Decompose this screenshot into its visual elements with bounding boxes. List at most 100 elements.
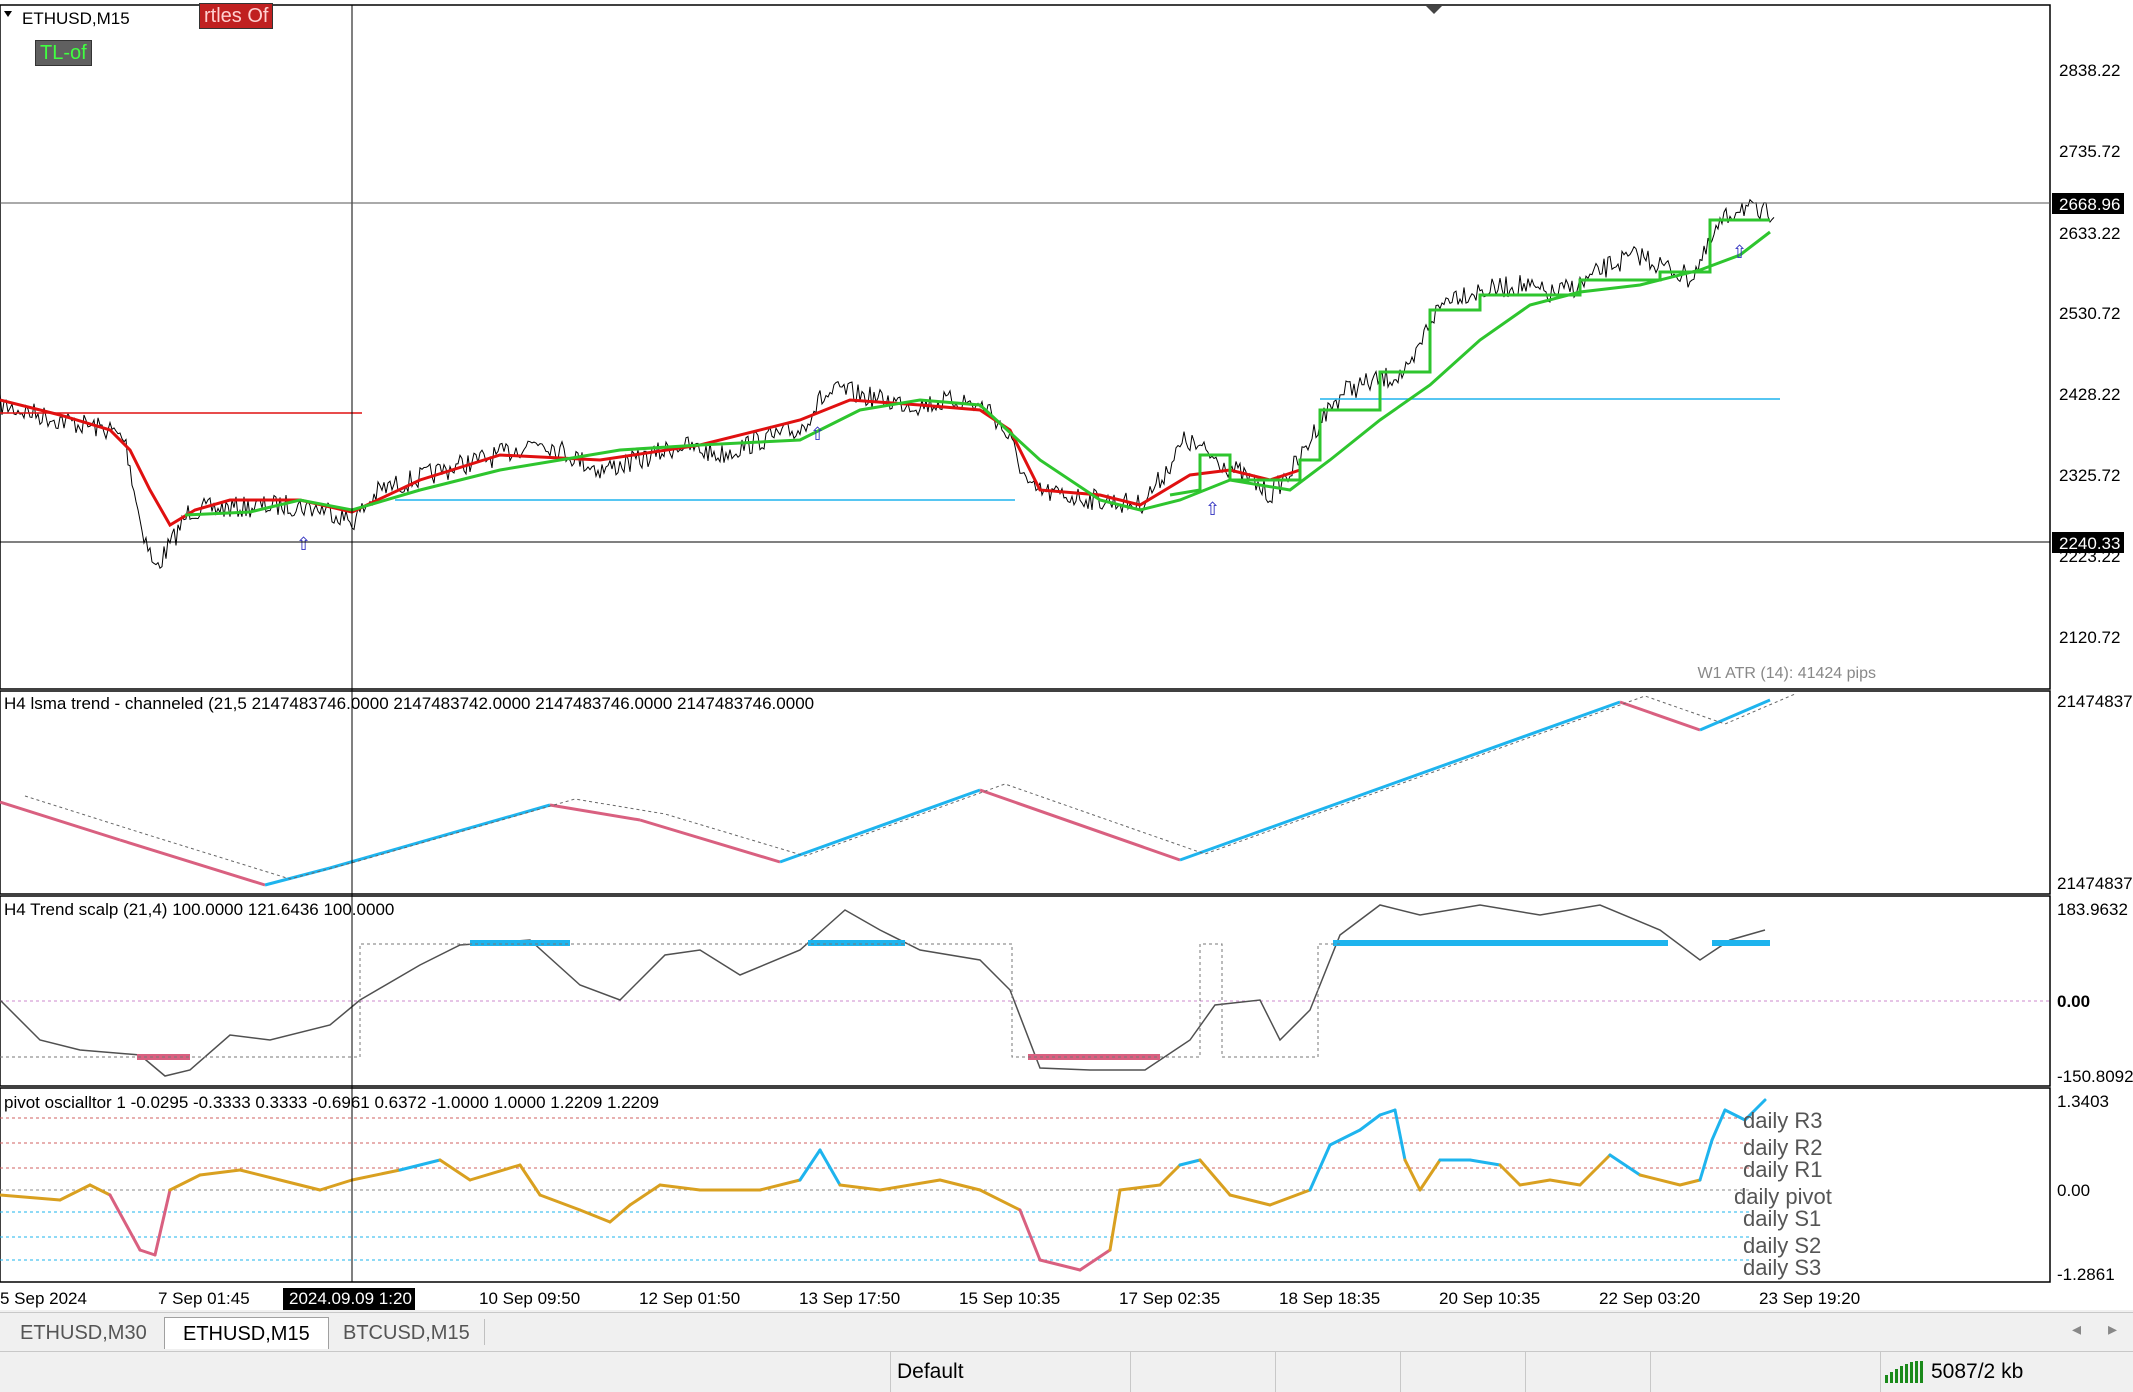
lsma-segment xyxy=(979,788,1181,862)
lsma-segment xyxy=(779,788,981,864)
pivot-osc-segment xyxy=(1358,1113,1382,1132)
pivot-osc-segment xyxy=(628,1183,662,1207)
pivot-osc-segment xyxy=(838,1183,882,1192)
pivot-osc-segment xyxy=(1710,1108,1727,1142)
lsma-segment xyxy=(264,866,331,887)
up-arrow-icon: ⇧ xyxy=(1205,499,1220,519)
pivot-osc-segment xyxy=(658,1183,702,1192)
pivot-osc-segment xyxy=(1328,1128,1362,1147)
main-price-panel[interactable] xyxy=(0,4,2051,690)
status-profile[interactable]: Default xyxy=(890,1352,1130,1392)
up-arrow-icon: ⇧ xyxy=(1732,242,1747,262)
pivot-osc-segment xyxy=(1608,1153,1642,1177)
traffic-label: 5087/2 kb xyxy=(1931,1360,2024,1383)
shift-marker-icon[interactable] xyxy=(1426,6,1442,14)
lsma-segment xyxy=(329,803,551,870)
lsma-segment xyxy=(549,803,641,822)
symbol-menu-chevron-icon[interactable] xyxy=(4,11,12,17)
tab-btcusd-m15[interactable]: BTCUSD,M15 xyxy=(343,1322,470,1344)
lsma-scale-top: 21474837 xyxy=(2057,692,2133,711)
pivot-osc-segment xyxy=(1078,1248,1112,1272)
time-label: 18 Sep 18:35 xyxy=(1279,1289,1380,1308)
lsma-segment xyxy=(0,800,121,842)
chart-window[interactable]: ⇧ ⇧ ⇧ ⇧ ETHUSD,M15 W1 ATR (14): 41424 pips … xyxy=(0,0,2133,1310)
tl-toggle-button[interactable]: TL-of xyxy=(35,40,92,66)
status-cell xyxy=(1525,1352,1650,1392)
lsma-segment xyxy=(1699,698,1771,732)
pivot-osc-segment xyxy=(938,1178,982,1192)
pivot-osc-segment xyxy=(1038,1258,1082,1272)
price-tick: 2735.72 xyxy=(2059,142,2120,161)
scalp-scale-bottom: -150.8092 xyxy=(2057,1067,2133,1086)
green-step-line xyxy=(1169,218,1770,497)
pivot-osc-segment xyxy=(238,1168,282,1182)
price-plot: ⇧ ⇧ ⇧ ⇧ xyxy=(0,198,1780,570)
pivot-osc-segment xyxy=(1018,1208,1042,1262)
scalp-scale-mid: 0.00 xyxy=(2057,992,2090,1011)
up-arrow-icon: ⇧ xyxy=(296,534,311,554)
lsma-scale-bottom: 21474837 xyxy=(2057,874,2133,893)
scalp-panel[interactable] xyxy=(0,895,2051,1087)
status-cell xyxy=(1130,1352,1275,1392)
pivot-osc-segment xyxy=(1198,1158,1232,1197)
current-price-box xyxy=(2052,193,2124,214)
pivot-osc-segment xyxy=(608,1203,632,1224)
scroll-right-icon[interactable]: ▸ xyxy=(2108,1319,2118,1339)
pivot-osc-segment xyxy=(578,1208,612,1224)
lsma-segment xyxy=(1179,700,1621,862)
tab-ethusd-m15[interactable]: ETHUSD,M15 xyxy=(164,1317,329,1349)
pivot-osc-segment xyxy=(1108,1188,1122,1252)
lsma-title: H4 lsma trend - channeled (21,5 21474837… xyxy=(4,694,814,713)
time-label: 7 Sep 01:45 xyxy=(158,1289,250,1308)
atr-label: W1 ATR (14): 41424 pips xyxy=(1698,665,1876,682)
chart-canvas[interactable]: ⇧⇧⇧⇧ ETHUSD,M15 W1 ATR (14): 41424 pips … xyxy=(0,0,2133,1310)
lsma-panel[interactable] xyxy=(0,690,2051,895)
time-label: 12 Sep 01:50 xyxy=(639,1289,740,1308)
pivot-osc-segment xyxy=(538,1193,582,1212)
time-label: 20 Sep 10:35 xyxy=(1439,1289,1540,1308)
scalp-plot xyxy=(0,904,2050,1077)
pivot-osc-segment xyxy=(878,1178,942,1192)
pivot-osc-segment xyxy=(978,1188,1022,1212)
scalp-scale-top: 183.9632 xyxy=(2057,900,2128,919)
pivot-osc-segment xyxy=(398,1158,442,1172)
pivot-osc-segment xyxy=(468,1163,522,1182)
level-label: daily R3 xyxy=(1743,1108,1822,1133)
pivot-plot xyxy=(0,1098,1767,1272)
turtles-toggle-button[interactable]: rtles Of xyxy=(199,3,274,29)
tab-divider xyxy=(484,1319,485,1345)
price-scale[interactable]: 2838.22 2735.72 2633.22 2530.72 2428.22 … xyxy=(2052,61,2133,1284)
tab-ethusd-m30[interactable]: ETHUSD,M30 xyxy=(20,1322,147,1344)
pivot-osc-segment xyxy=(1498,1163,1522,1187)
pivot-scale-top: 1.3403 xyxy=(2057,1092,2109,1111)
level-label: daily S3 xyxy=(1743,1255,1821,1280)
time-label: 15 Sep 10:35 xyxy=(959,1289,1060,1308)
scalp-title: H4 Trend scalp (21,4) 100.0000 121.6436 … xyxy=(4,900,394,919)
pivot-osc-segment xyxy=(198,1168,242,1177)
crosshair-time-box xyxy=(283,1288,415,1310)
time-label: 13 Sep 17:50 xyxy=(799,1289,900,1308)
status-connection[interactable]: 5087/2 kb xyxy=(1880,1352,2133,1392)
crosshair-price-label: 2240.33 xyxy=(2059,534,2120,553)
pivot-osc-segment xyxy=(153,1188,172,1257)
pivot-osc-segment xyxy=(798,1148,822,1182)
level-label: daily S1 xyxy=(1743,1206,1821,1231)
pivot-osc-segment xyxy=(1548,1178,1582,1187)
lsma-channel-line xyxy=(24,693,1796,880)
pivot-osc-segment xyxy=(1678,1178,1702,1187)
green-ma-line xyxy=(184,230,1771,517)
pivot-osc-segment xyxy=(1418,1158,1442,1192)
pivot-osc-segment xyxy=(1723,1108,1747,1122)
pivot-scale-mid: 0.00 xyxy=(2057,1181,2090,1200)
scroll-left-icon[interactable]: ◂ xyxy=(2072,1319,2082,1339)
price-tick: 2633.22 xyxy=(2059,224,2120,243)
time-label: 17 Sep 02:35 xyxy=(1119,1289,1220,1308)
pivot-panel[interactable] xyxy=(0,1087,2051,1283)
status-bar: Default 5087/2 kb xyxy=(0,1351,2133,1392)
connection-bars-icon xyxy=(1885,1361,1923,1383)
up-arrow-icon: ⇧ xyxy=(810,424,825,444)
pivot-title: pivot oscialltor 1 -0.0295 -0.3333 0.333… xyxy=(4,1093,659,1112)
pivot-osc-segment xyxy=(1158,1163,1182,1187)
time-axis[interactable]: 5 Sep 2024 7 Sep 01:45 2024.09.09 1:20 1… xyxy=(0,1288,1860,1310)
price-tick: 2120.72 xyxy=(2059,628,2120,647)
